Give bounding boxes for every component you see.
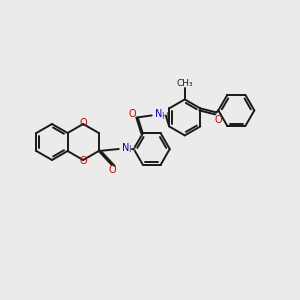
Text: N: N [155, 110, 162, 119]
Text: O: O [109, 165, 117, 175]
Text: O: O [129, 110, 136, 119]
Text: CH₃: CH₃ [176, 79, 193, 88]
Text: N: N [122, 143, 129, 153]
Text: O: O [80, 118, 87, 128]
Text: O: O [214, 116, 222, 125]
Text: H: H [161, 112, 167, 121]
Text: O: O [80, 156, 87, 166]
Text: H: H [128, 146, 134, 154]
